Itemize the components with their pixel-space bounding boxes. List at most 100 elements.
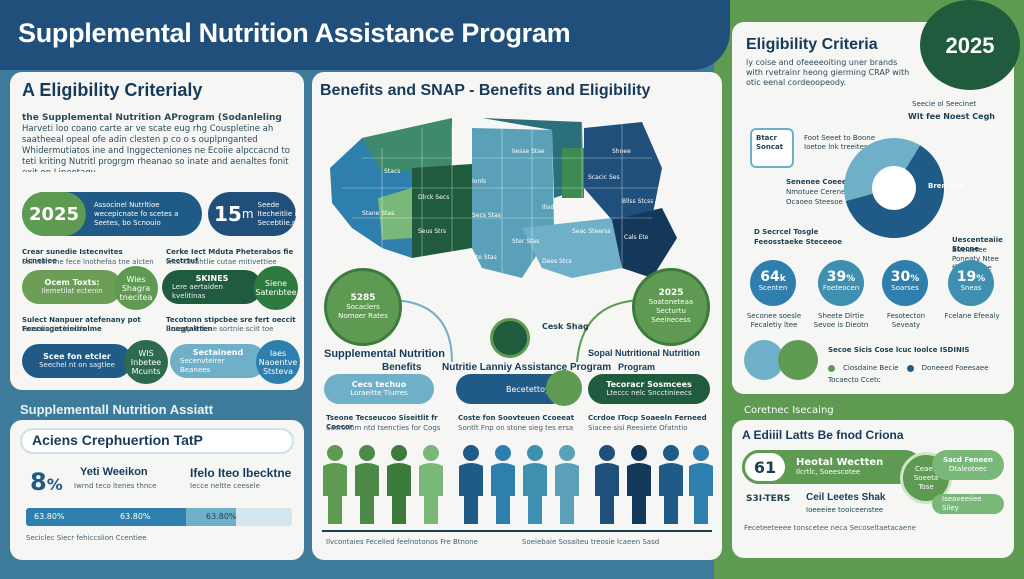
person-icon bbox=[686, 444, 716, 524]
legend-bottom-1: Secoe Sicis Cose lcuc Ioolce ISDINIS bbox=[828, 346, 970, 354]
progress-track bbox=[26, 508, 292, 526]
bottom-right-foot: Feceteeteeee tonscetee neca Secoseltaeta… bbox=[744, 524, 916, 532]
pill-ocem-sub: Ilemetilat ectenin bbox=[41, 287, 103, 295]
big-stat-pill: 61 Heotal Wectten Ilcrtlc, Soeescotee bbox=[742, 450, 922, 484]
circle-right-text: Soatoneteaa Secturtu Seeinecess bbox=[648, 298, 694, 324]
legend-bottom-label-2: Ciosdaine Becie bbox=[843, 364, 899, 372]
text-mid-sub: Sontlt Fnp on stone sieg tes ersa bbox=[458, 424, 574, 432]
map-label: Ster Stas bbox=[512, 238, 540, 245]
stat-number-3: 30 bbox=[890, 269, 911, 285]
right-title: Eligibility Criteria bbox=[746, 36, 878, 53]
map-pocket-2 bbox=[562, 148, 584, 198]
big-stat-sub: Ilcrtlc, Soeescotee bbox=[796, 468, 861, 476]
pct-value: 8% bbox=[30, 468, 63, 496]
sub-title: Ceil Leetes Shak bbox=[806, 492, 886, 503]
legend-bottom-4: Tocaecto Ccetc bbox=[828, 376, 881, 384]
info-box-text: Foot Seeet to Boone Ioetoe lnk treeitere… bbox=[804, 134, 887, 151]
pill-scee-sub: Seechel nt on sagtlee bbox=[39, 361, 115, 369]
pill-skines-label: SKINES bbox=[195, 273, 229, 283]
center-title: Benefits and SNAP - Benefits and Eligibi… bbox=[320, 82, 651, 99]
bottom-bubble-1 bbox=[744, 340, 784, 380]
map-label: Dees Stcs bbox=[542, 258, 572, 265]
person-icon bbox=[592, 444, 622, 524]
pill-ocem-label: Ocem Toxts: bbox=[44, 278, 100, 287]
text-left-sub: Sacrotiom ntd tsencties for Cogs bbox=[326, 424, 441, 432]
person-icon bbox=[488, 444, 518, 524]
row2-right-sub: Boragy le fene sortnie sciit toe bbox=[166, 325, 274, 333]
list-1: Senenee Coeeecs bbox=[786, 178, 855, 186]
sub-sub: Ioeeeiee tooiceenstee bbox=[806, 506, 884, 514]
circle-wis: WIS Inbetee Mcunts bbox=[124, 340, 168, 384]
bottom-left-strip: Supplementall Nutrition Assiatt bbox=[20, 402, 214, 417]
chip-iseave: Iseaveeiiee Siiey bbox=[932, 494, 1004, 514]
bar-label-2: 63.80% bbox=[120, 512, 151, 521]
big-stat-text: Heotal Wectten Ilcrtlc, Soeescotee bbox=[788, 457, 883, 477]
footer-right: Soeiebaie Sosaiteu treosie lcaeen Sasd bbox=[522, 538, 660, 546]
bottom-left-title-bar bbox=[20, 428, 294, 454]
legend-bottom-label-3: Doneeed Foeesaee bbox=[921, 364, 989, 372]
label-ifelo: Ifelo Iteo lbecktne bbox=[190, 466, 292, 480]
stat-label-1: Scenten bbox=[758, 284, 788, 292]
stat-unit-4: % bbox=[976, 274, 986, 284]
label-ifelo-sub: Iecce neltte ceesele bbox=[190, 482, 260, 490]
pct-number: 8 bbox=[30, 468, 47, 496]
year-pill: 2025 Associnel Nutrltioe wecepicnate fo … bbox=[22, 192, 202, 236]
page-title: Supplemental Nutrition Assistance Progra… bbox=[18, 18, 571, 48]
bottom-right-panel: A Ediiil Latts Be fnod Criona 61 Heotal … bbox=[732, 420, 1014, 558]
pill-cecs-label: Cecs techuo bbox=[351, 380, 407, 389]
map-label: Seus Strs bbox=[418, 228, 447, 235]
map-midwest bbox=[482, 118, 584, 198]
left-intro: Harveti loo coano carte ar ve scate eug … bbox=[22, 124, 291, 172]
row1-right-sub: wite kecahtlie cutae mitivettiee bbox=[166, 258, 277, 266]
person-icon bbox=[416, 444, 446, 524]
map-label: Stacs bbox=[384, 168, 401, 175]
pill-tecoracr: Tecoracr Sosmcees Lteccc nelc Sncctiniee… bbox=[588, 374, 710, 404]
pill-skines: SKINES Lere aertaiden kvelitinas bbox=[162, 270, 262, 304]
person-icon bbox=[656, 444, 686, 524]
center-panel: Benefits and SNAP - Benefits and Eligibi… bbox=[312, 72, 722, 560]
circle-right: 2025 Soatoneteaa Secturtu Seeinecess bbox=[632, 268, 710, 346]
connector-lines bbox=[391, 299, 643, 363]
green-circle-text: Ceaeo Soeeta Tose bbox=[913, 464, 939, 491]
pill-skines-sub: Lere aertaiden kvelitinas bbox=[172, 282, 223, 300]
map-label: Dlrck Secs bbox=[418, 194, 450, 201]
bar-label-1: 63.80% bbox=[34, 512, 65, 521]
chip-sacd-label: Sacd Feneen bbox=[942, 456, 994, 464]
chip-sacd-sub: Dtaleoteec bbox=[948, 465, 988, 473]
person-icon bbox=[520, 444, 550, 524]
stat-caption-4: Fcelane Efeealy bbox=[944, 312, 1000, 320]
footer-left: Ilvcontaies Fecelled feelnotonos Fre Btn… bbox=[326, 538, 478, 546]
stat-circle-4: 19% Sneas bbox=[948, 260, 994, 306]
row2-right: Tecotonn stipcbee sre fert oeccit llnegt… bbox=[166, 316, 296, 333]
map-pocket-1 bbox=[378, 188, 412, 240]
circle-right-year: 2025 bbox=[658, 288, 684, 298]
bottom-right-title: A Ediiil Latts Be fnod Criona bbox=[742, 428, 904, 442]
big-stat-title: Heotal Wectten bbox=[796, 457, 884, 468]
sub-stat: S3I-TERS bbox=[746, 494, 791, 504]
stat-label-2: Foeteocen bbox=[822, 284, 860, 292]
callout: Uescenteaiie Stocne bbox=[952, 236, 1003, 253]
progress-fill bbox=[26, 508, 186, 526]
legend-1: Seecie ol Seecinet bbox=[912, 100, 977, 108]
circle-siene: Siene Satenbtee bbox=[254, 266, 298, 310]
circle-left-year: 5285 bbox=[350, 292, 376, 303]
map-mountain bbox=[412, 164, 472, 258]
legend-dot-blue bbox=[906, 365, 914, 372]
map-label: Iiesse Stae bbox=[512, 148, 545, 155]
map-label: Stane Stas bbox=[362, 210, 395, 217]
stat-value: 15 bbox=[214, 202, 242, 226]
year-badge-right: 2025 bbox=[920, 0, 1020, 90]
pill-ocem: Ocem Toxts: Ilemetilat ectenin bbox=[22, 270, 122, 304]
map-label: Cals Ete bbox=[624, 234, 649, 241]
pill-tecoracr-label: Tecoracr Sosmcees bbox=[606, 380, 692, 389]
map-south bbox=[522, 218, 622, 278]
stat-caption-2: Sheete Dlrtie Sevoe is Dieotn bbox=[813, 312, 869, 329]
label-benefits: Benefits bbox=[382, 362, 422, 373]
connector-left bbox=[391, 299, 453, 363]
pill-cecs-sub: Loraeitte Tiurres bbox=[350, 389, 408, 397]
row1-label: Crear sunedie Istecnvites ricnetiee bbox=[22, 248, 123, 265]
map-label: Seac Steerss bbox=[572, 228, 611, 235]
map-southeast bbox=[612, 208, 677, 278]
map-grid bbox=[342, 122, 662, 273]
label-yeti-sub: Iwrnd teco ltenes thnce bbox=[74, 482, 157, 490]
